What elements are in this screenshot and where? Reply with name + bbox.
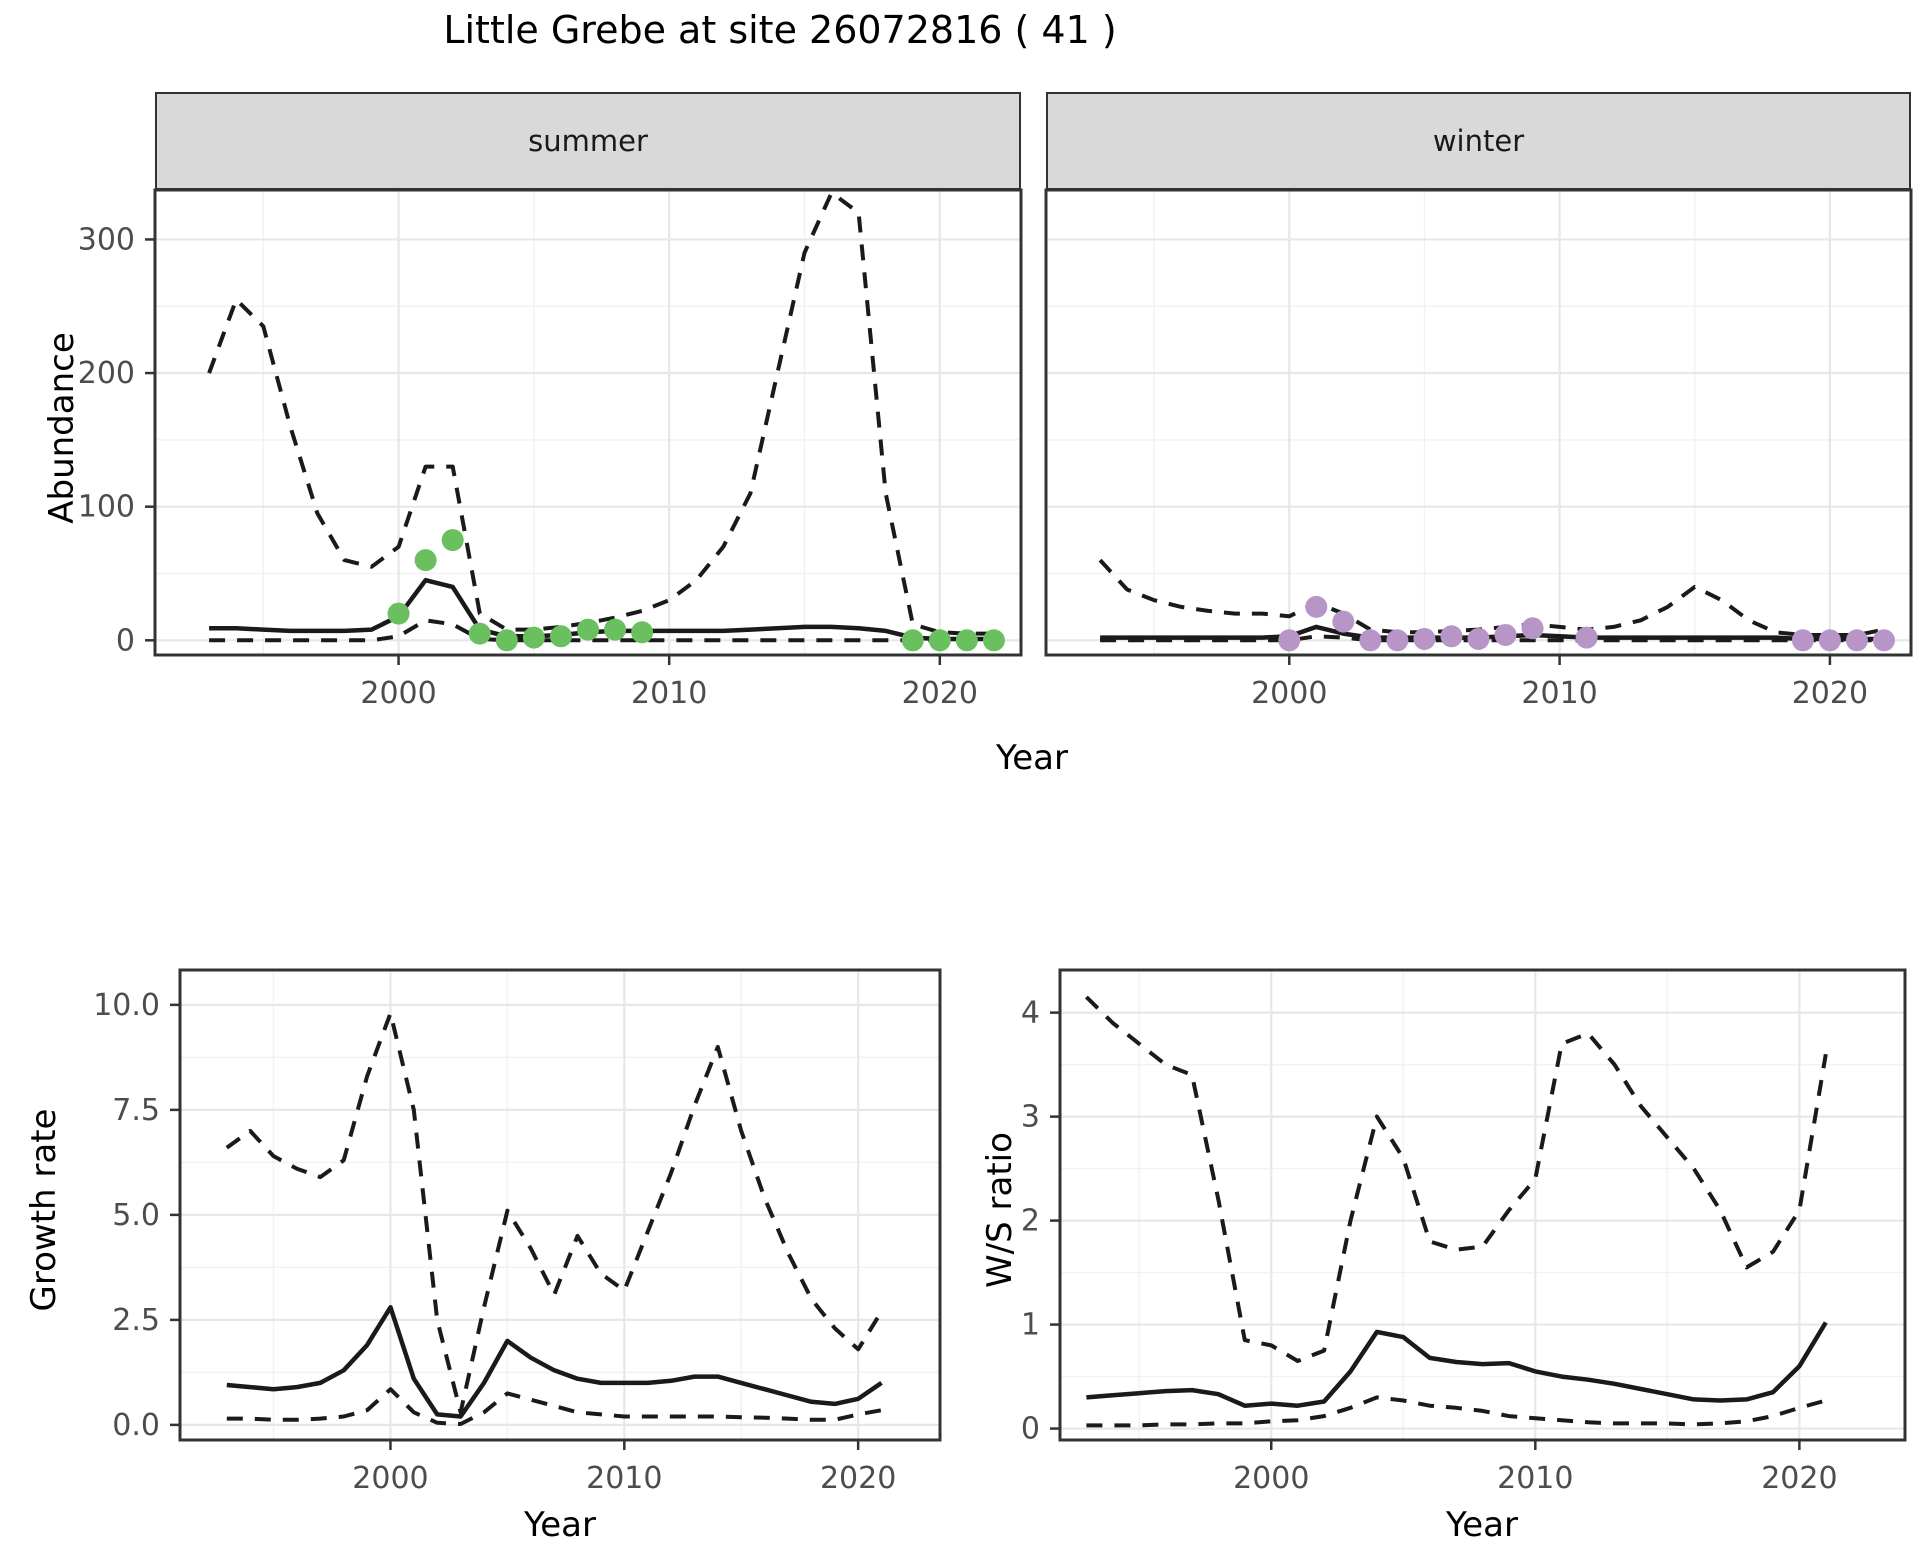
ws-ratio-lower_ci-line	[1086, 1395, 1827, 1428]
x-axis-title-growth-rate: Year	[524, 1505, 596, 1545]
x-tick-label: 2010	[1497, 1461, 1573, 1496]
y-axis-title-growth-rate: Growth rate	[24, 1108, 64, 1312]
y-tick-label: 100	[78, 490, 135, 525]
panel-background	[1046, 190, 1911, 655]
x-tick-label: 2000	[1233, 1461, 1309, 1496]
x-tick-label: 2010	[586, 1461, 662, 1496]
y-tick-label: 0	[116, 623, 135, 658]
abundance-winter-observation-point	[1818, 629, 1841, 652]
abundance-winter-observation-point	[1521, 617, 1544, 640]
y-tick-label: 4	[1021, 996, 1040, 1031]
panel-abundance-winter: 2000 2010 2020	[1044, 188, 1913, 711]
y-axis-title-ws-ratio: W/S ratio	[980, 1132, 1020, 1288]
plot-area	[225, 1011, 884, 1426]
abundance-winter-upper_ci-line	[1098, 558, 1885, 637]
facet-strip-summer: summer	[155, 92, 1021, 190]
panel-background	[155, 190, 1021, 655]
x-axis-title-ws-ratio: Year	[1446, 1505, 1518, 1545]
abundance-summer-observation-point	[441, 529, 464, 552]
abundance-winter-fit-line	[1100, 624, 1884, 642]
panel-growth-rate: 2000 2010 2020 0.0 2.5 5.0 7.5 10.0	[93, 968, 942, 1496]
abundance-winter-observation-point	[1278, 629, 1301, 652]
abundance-winter-observation-point	[1413, 627, 1436, 650]
abundance-summer-observation-point	[495, 629, 518, 652]
abundance-summer-observation-point	[955, 629, 978, 652]
y-tick-label: 2.5	[112, 1303, 160, 1338]
abundance-summer-observation-point	[414, 549, 437, 572]
y-tick-label: 300	[78, 222, 135, 257]
x-tick-label: 2020	[1761, 1461, 1837, 1496]
x-axis-title-top: Year	[996, 738, 1068, 778]
x-tick-label: 2010	[631, 676, 707, 711]
panel-background	[1060, 970, 1905, 1440]
abundance-winter-observation-point	[1440, 625, 1463, 648]
abundance-winter-observation-point	[1872, 629, 1895, 652]
plot-area	[207, 190, 1005, 652]
y-tick-label: 7.5	[112, 1093, 160, 1128]
panel-border	[178, 968, 942, 1442]
y-tick-label: 0	[1021, 1412, 1040, 1447]
y-tick-label: 5.0	[112, 1198, 160, 1233]
abundance-summer-observation-point	[549, 625, 572, 648]
y-axis-title-abundance: Abundance	[42, 332, 82, 524]
abundance-winter-observation-point	[1575, 626, 1598, 649]
x-tick-label: 2010	[1521, 676, 1597, 711]
abundance-summer-fit-line	[209, 577, 994, 642]
abundance-winter-observation-point	[1845, 629, 1868, 652]
abundance-winter-observation-point	[1332, 610, 1355, 633]
facet-strip-summer-label: summer	[528, 124, 648, 158]
x-tick-label: 2000	[1251, 676, 1327, 711]
x-tick-label: 2000	[352, 1461, 428, 1496]
y-tick-label: 200	[78, 356, 135, 391]
panel-border	[1044, 188, 1913, 657]
abundance-winter-observation-point	[1386, 629, 1409, 652]
x-tick-label: 2020	[1792, 676, 1868, 711]
abundance-winter-observation-point	[1359, 629, 1382, 652]
abundance-summer-lower_ci-line	[209, 618, 994, 643]
plot-area	[1098, 558, 1895, 652]
panel-background	[180, 970, 940, 1440]
x-tick-label: 2020	[820, 1461, 896, 1496]
facet-strip-winter: winter	[1046, 92, 1911, 190]
abundance-summer-observation-point	[468, 622, 491, 645]
abundance-summer-observation-point	[631, 621, 654, 644]
panel-border	[153, 188, 1023, 657]
abundance-summer-observation-point	[577, 618, 599, 641]
panel-border	[1058, 968, 1907, 1442]
abundance-summer-observation-point	[604, 618, 627, 641]
abundance-summer-observation-point	[387, 602, 410, 625]
abundance-summer-observation-point	[522, 626, 545, 649]
ws-ratio-fit-line	[1086, 1321, 1828, 1408]
panel-ws-ratio: 2000 2010 2020 0 1 2 3 4	[1021, 968, 1907, 1496]
plot-area	[1084, 995, 1828, 1428]
figure-title: Little Grebe at site 26072816 ( 41 )	[443, 8, 1117, 52]
abundance-winter-observation-point	[1305, 595, 1328, 618]
abundance-winter-observation-point	[1467, 627, 1490, 650]
abundance-winter-observation-point	[1494, 623, 1517, 646]
growth-rate-upper_ci-line	[225, 1011, 884, 1415]
y-tick-label: 1	[1021, 1308, 1040, 1343]
y-tick-label: 10.0	[93, 988, 160, 1023]
y-tick-label: 3	[1021, 1100, 1040, 1135]
abundance-winter-observation-point	[1791, 629, 1814, 652]
y-tick-label: 2	[1021, 1204, 1040, 1239]
growth-rate-fit-line	[226, 1305, 883, 1419]
panel-abundance-summer: 2000 2010 2020 0 100 200 300	[78, 188, 1023, 711]
x-tick-label: 2020	[902, 676, 978, 711]
facet-strip-winter-label: winter	[1432, 124, 1525, 158]
abundance-summer-observation-point	[982, 629, 1005, 652]
abundance-summer-upper_ci-line	[207, 190, 994, 636]
x-tick-label: 2000	[360, 676, 436, 711]
abundance-summer-observation-point	[928, 629, 951, 652]
abundance-winter-lower_ci-line	[1100, 634, 1884, 643]
y-tick-label: 0.0	[112, 1408, 160, 1443]
abundance-summer-observation-point	[901, 629, 924, 652]
